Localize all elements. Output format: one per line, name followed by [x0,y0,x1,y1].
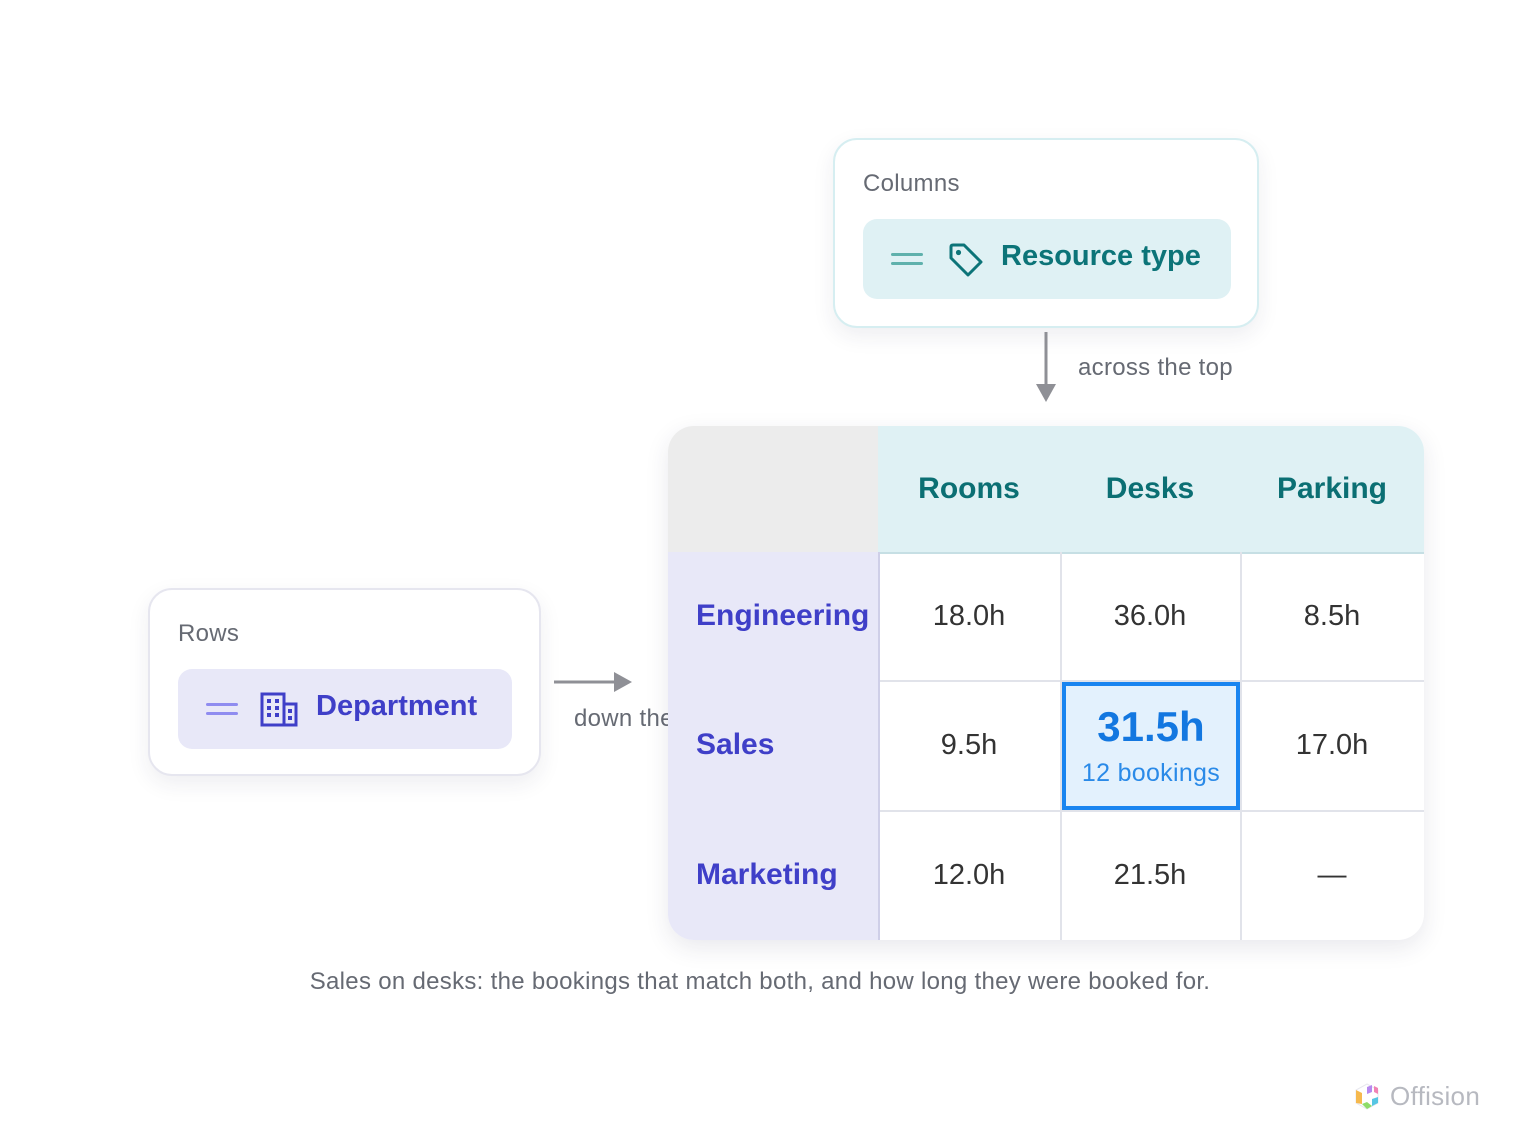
arrow-right-icon [554,672,632,692]
table-cell [1060,680,1242,812]
table-cell: — [1317,858,1347,891]
arrow-down-icon [1036,332,1056,402]
columns-card: Columns Resource type [833,138,1259,328]
rows-card: Rows Department [148,588,541,776]
highlighted-value: 31.5h [1097,703,1205,751]
corner-cell [668,426,880,554]
table-cell: 8.5h [1240,552,1424,682]
brand: Offision [1352,1081,1480,1112]
across-the-top-label: across the top [1078,354,1233,381]
building-icon [260,692,298,727]
bookings-count: 12 bookings [1081,758,1221,787]
column-header-parking: Parking [1240,426,1424,554]
rows-card-label: Rows [178,620,240,647]
highlighted-cell[interactable]: 31.5h 12 bookings [1062,682,1240,810]
resource-type-label: Resource type [1001,240,1201,272]
table-cell: 18.0h [878,552,1062,682]
column-header-rooms: Rooms [878,426,1062,554]
drag-handle-icon[interactable] [891,253,923,265]
offision-logo-icon [1355,1082,1379,1110]
pivot-table: Rooms Desks Parking Engineering 18.0h 36… [668,426,1424,940]
table-cell: 12.0h [878,810,1062,940]
table-cell: 21.5h [1060,810,1242,940]
table-cell: 17.0h [1240,680,1424,812]
brand-name: Offision [1390,1081,1481,1111]
row-header-engineering: Engineering [668,552,880,682]
table-cell: 9.5h [878,680,1062,812]
department-chip[interactable]: Department [178,669,512,749]
row-header-marketing: Marketing [668,810,880,940]
caption: Sales on desks: the bookings that match … [309,968,1211,995]
tag-icon [949,243,983,277]
table-cell: 36.0h [1060,552,1242,682]
drag-handle-icon[interactable] [206,703,238,715]
row-header-sales: Sales [668,680,880,812]
columns-card-label: Columns [863,170,960,197]
resource-type-chip[interactable]: Resource type [863,219,1231,299]
department-label: Department [316,690,478,722]
column-header-desks: Desks [1060,426,1242,554]
